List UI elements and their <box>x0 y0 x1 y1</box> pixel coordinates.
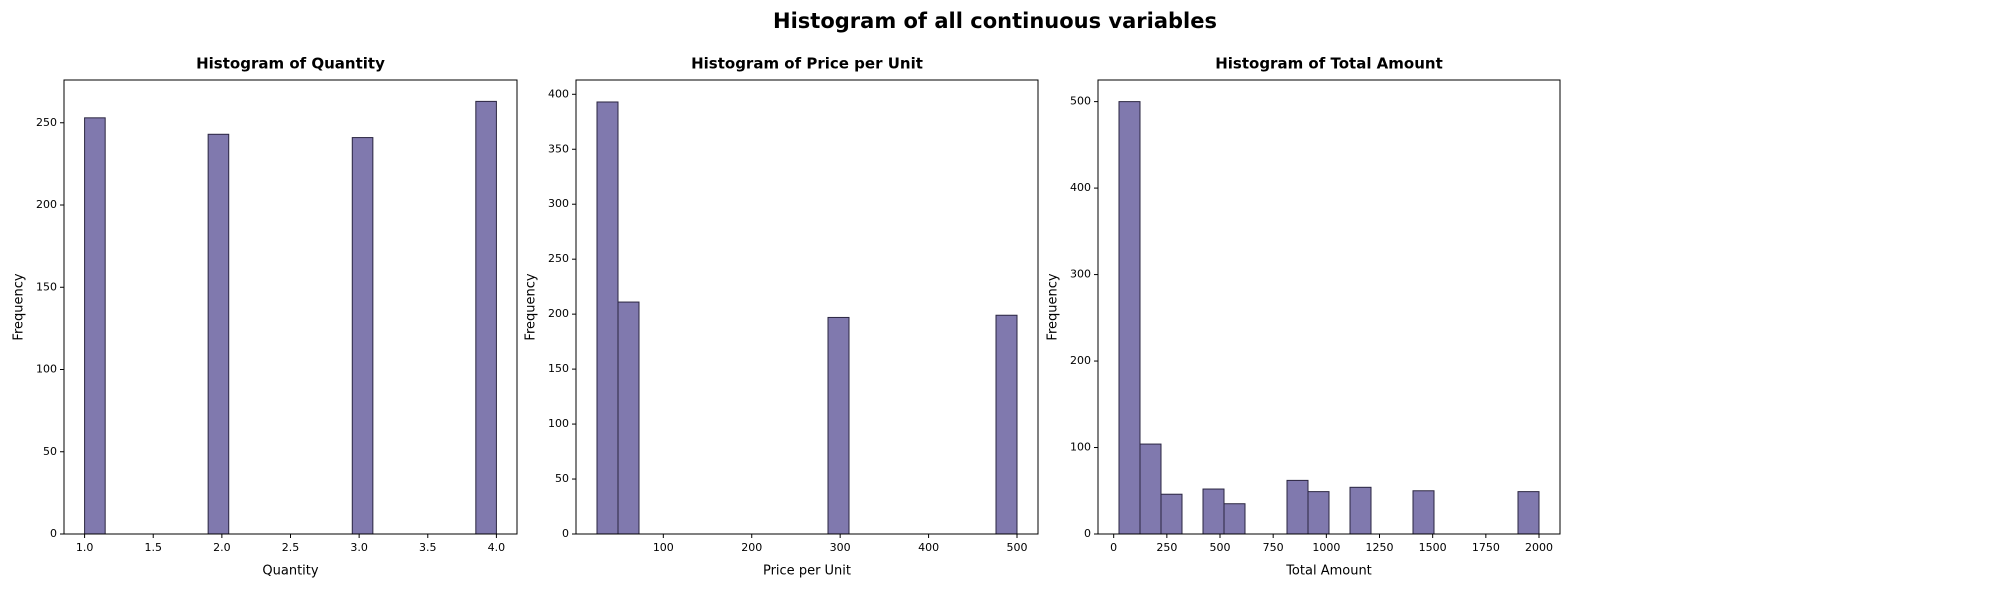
x-tick-label: 1250 <box>1366 541 1394 554</box>
x-tick-label: 1750 <box>1472 541 1500 554</box>
bar <box>1118 101 1141 535</box>
x-tick-label: 2.0 <box>213 541 231 554</box>
bar <box>207 133 230 535</box>
x-tick-label: 750 <box>1263 541 1284 554</box>
y-tick-label: 50 <box>555 472 569 485</box>
y-tick-label: 200 <box>1070 354 1091 367</box>
bar <box>1202 488 1225 535</box>
bar <box>995 314 1018 535</box>
bar <box>1307 491 1330 535</box>
bar <box>351 137 374 535</box>
x-tick-label: 1500 <box>1419 541 1447 554</box>
x-tick-label: 200 <box>741 541 762 554</box>
y-tick-label: 200 <box>36 198 57 211</box>
x-tick-label: 400 <box>918 541 939 554</box>
y-tick-label: 50 <box>43 445 57 458</box>
bar <box>1349 486 1372 535</box>
x-axis-label: Price per Unit <box>763 564 851 579</box>
x-tick-label: 500 <box>1007 541 1028 554</box>
bar <box>1286 479 1309 535</box>
x-tick-label: 500 <box>1210 541 1231 554</box>
x-tick-label: 1.5 <box>144 541 162 554</box>
x-axis-label: Total Amount <box>1285 564 1372 579</box>
bar <box>1139 443 1162 535</box>
chart-title: Histogram of Quantity <box>196 55 385 73</box>
x-tick-label: 250 <box>1156 541 1177 554</box>
x-axis-label: Quantity <box>262 564 318 579</box>
bar <box>1160 493 1183 535</box>
y-tick-label: 150 <box>548 362 569 375</box>
y-tick-label: 250 <box>36 116 57 129</box>
bar <box>1223 503 1246 535</box>
bar <box>617 301 640 535</box>
y-tick-label: 250 <box>548 252 569 265</box>
y-tick-label: 300 <box>548 197 569 210</box>
plot-frame <box>575 79 1039 535</box>
x-tick-label: 3.5 <box>419 541 437 554</box>
y-axis-label: Frequency <box>1046 273 1061 340</box>
y-tick-label: 0 <box>1084 527 1091 540</box>
y-tick-label: 100 <box>548 417 569 430</box>
y-axis-label: Frequency <box>524 273 539 340</box>
bar <box>84 117 106 535</box>
bar <box>1412 490 1435 535</box>
bar <box>475 100 497 535</box>
bar <box>596 101 619 535</box>
x-tick-label: 0 <box>1110 541 1117 554</box>
figure-title: Histogram of all continuous variables <box>773 9 1217 33</box>
x-tick-label: 3.0 <box>350 541 368 554</box>
plot-frame <box>1097 79 1561 535</box>
y-tick-label: 400 <box>548 87 569 100</box>
x-tick-label: 300 <box>830 541 851 554</box>
y-axis-label: Frequency <box>12 273 27 340</box>
y-tick-label: 100 <box>1070 441 1091 454</box>
bar <box>827 316 850 535</box>
x-tick-label: 4.0 <box>488 541 506 554</box>
y-tick-label: 150 <box>36 280 57 293</box>
y-tick-label: 300 <box>1070 268 1091 281</box>
y-tick-label: 400 <box>1070 181 1091 194</box>
chart-title: Histogram of Total Amount <box>1215 55 1443 73</box>
y-tick-label: 0 <box>562 527 569 540</box>
y-tick-label: 0 <box>50 527 57 540</box>
x-tick-label: 2.5 <box>282 541 300 554</box>
y-tick-label: 500 <box>1070 95 1091 108</box>
y-tick-label: 350 <box>548 142 569 155</box>
x-tick-label: 1.0 <box>76 541 94 554</box>
bar <box>1517 491 1540 535</box>
x-tick-label: 2000 <box>1525 541 1553 554</box>
plot-frame <box>63 79 518 535</box>
y-tick-label: 100 <box>36 363 57 376</box>
x-tick-label: 100 <box>653 541 674 554</box>
chart-title: Histogram of Price per Unit <box>691 55 923 73</box>
x-tick-label: 1000 <box>1312 541 1340 554</box>
y-tick-label: 200 <box>548 307 569 320</box>
